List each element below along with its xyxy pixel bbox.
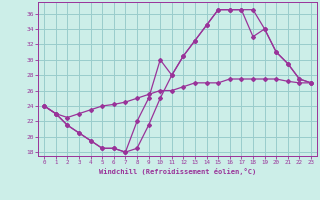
X-axis label: Windchill (Refroidissement éolien,°C): Windchill (Refroidissement éolien,°C)	[99, 168, 256, 175]
